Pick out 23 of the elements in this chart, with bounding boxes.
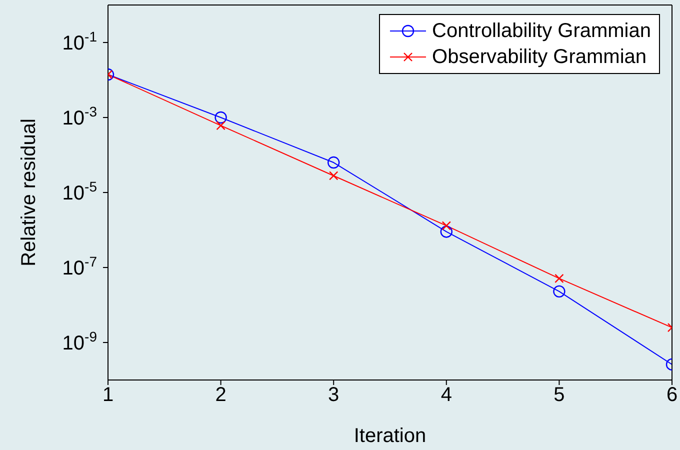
y-tick-label: 10$^{-3}$ <box>62 104 98 130</box>
point <box>442 221 451 230</box>
x-axis-title: Iteration <box>354 425 426 447</box>
y-axis-title: Relative residual <box>18 118 40 266</box>
y-tick-label: 10$^{-5}$ <box>62 178 98 204</box>
x-tick-label: 5 <box>554 384 565 406</box>
x-tick-label: 4 <box>440 384 452 406</box>
point <box>216 120 226 130</box>
x-tick-label: 2 <box>215 384 226 406</box>
y-tick-label: 10$^{-7}$ <box>62 254 98 280</box>
point <box>554 274 564 284</box>
x-tick-label: 6 <box>666 384 678 406</box>
point <box>329 171 338 180</box>
x-tick-label: 1 <box>102 384 114 406</box>
point <box>553 285 566 298</box>
point <box>214 111 227 124</box>
y-tick-label: 10$^{-9}$ <box>62 328 98 354</box>
point <box>328 156 340 169</box>
x-tick-label: 3 <box>328 384 340 406</box>
legend-label: Observability Grammian <box>432 45 647 70</box>
y-tick-label: 10$^{-1}$ <box>62 28 98 54</box>
legend-label: Controllability Grammian <box>432 19 651 44</box>
point <box>440 226 452 238</box>
